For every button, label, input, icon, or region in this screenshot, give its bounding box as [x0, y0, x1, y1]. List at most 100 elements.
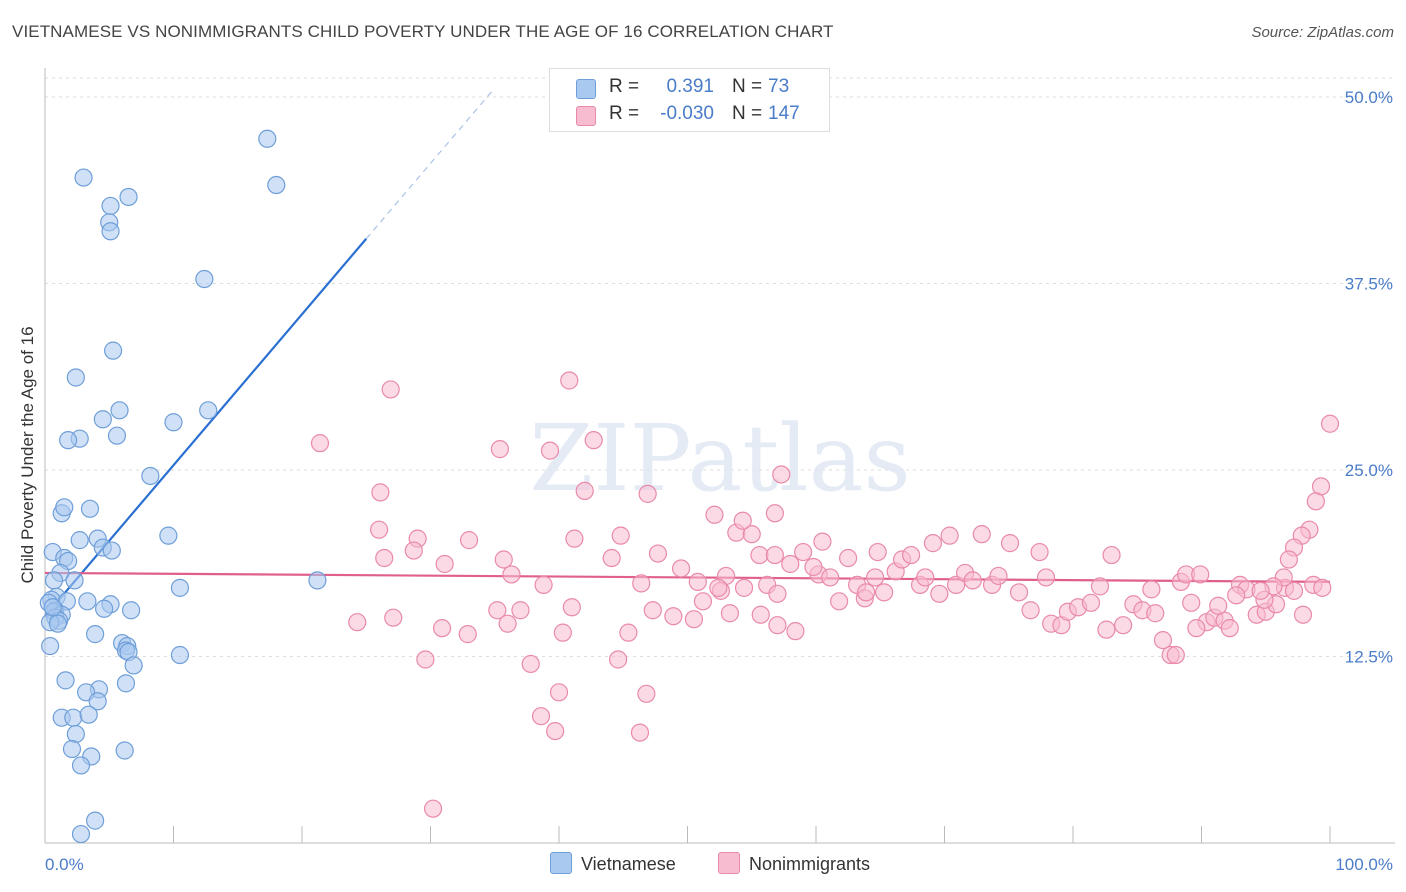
y-tick-label: 25.0% [1345, 461, 1393, 480]
data-point [602, 548, 621, 568]
legend-n-label: N = [732, 76, 763, 97]
data-point [630, 723, 650, 742]
data-point [115, 741, 134, 760]
data-point [684, 610, 704, 629]
legend-r-value: 0.391 [666, 76, 714, 97]
data-point [857, 583, 876, 602]
data-point [562, 598, 581, 617]
data-point [423, 799, 443, 818]
data-point [370, 520, 389, 539]
data-point [768, 584, 787, 603]
data-point [93, 410, 112, 429]
series-vietnamese [39, 129, 327, 844]
data-point [107, 426, 127, 445]
legend-n-label: N = [732, 103, 763, 124]
data-point [1279, 550, 1298, 569]
data-point [637, 684, 656, 703]
bottom-legend-nonimmigrants: Nonimmigrants [718, 852, 870, 875]
data-point [1097, 620, 1116, 639]
source-label: Source: ZipAtlas.com [1251, 24, 1394, 41]
data-point [720, 604, 740, 623]
data-point [258, 129, 277, 148]
data-point [195, 269, 214, 289]
data-point [1142, 580, 1161, 599]
data-point [1153, 630, 1173, 650]
data-point [830, 592, 849, 611]
data-point [765, 504, 784, 523]
points [39, 129, 1340, 844]
data-point [565, 529, 584, 548]
data-point [71, 824, 91, 844]
data-point [821, 568, 840, 587]
data-point [1036, 568, 1056, 587]
data-point [875, 583, 894, 602]
data-point [71, 756, 91, 775]
data-point [95, 599, 114, 618]
data-point [839, 548, 858, 568]
data-point [584, 431, 603, 450]
data-point [170, 578, 190, 597]
data-point [643, 601, 662, 620]
data-point [110, 401, 129, 420]
data-point [381, 380, 400, 399]
data-point [553, 623, 572, 642]
bottom-legend-vietnamese: Vietnamese [550, 852, 676, 875]
x-tick-label: 100.0% [1335, 855, 1393, 874]
data-point [693, 592, 713, 611]
data-point [733, 511, 752, 530]
data-point [432, 619, 452, 638]
data-point [435, 554, 454, 574]
data-point [709, 578, 728, 597]
data-point [1090, 577, 1110, 596]
data-point [1187, 619, 1206, 638]
data-point [1284, 581, 1304, 600]
data-point [1166, 645, 1185, 665]
data-point [348, 613, 367, 632]
data-point [638, 484, 657, 503]
data-point [124, 656, 143, 675]
data-point [611, 526, 630, 545]
data-point [1146, 604, 1165, 623]
data-point [813, 532, 832, 551]
data-point [375, 548, 394, 568]
data-point [1021, 601, 1040, 620]
data-point [1009, 583, 1029, 602]
data-point [79, 705, 98, 724]
legend-n-value: 73 [768, 76, 790, 97]
data-point [458, 625, 477, 644]
data-point [923, 534, 943, 553]
data-point [404, 541, 423, 560]
series-nonimmigrants [310, 371, 1340, 818]
data-point [750, 545, 769, 565]
data-point [267, 175, 286, 195]
data-point [80, 499, 100, 518]
data-point [74, 168, 93, 187]
data-point [989, 566, 1008, 586]
data-point [531, 707, 551, 726]
legend-swatch-vietnamese [576, 79, 596, 99]
data-point [119, 187, 138, 207]
y-tick-label: 12.5% [1345, 648, 1393, 667]
data-point [1251, 581, 1270, 600]
y-tick-label: 50.0% [1345, 88, 1393, 107]
data-point [62, 739, 82, 759]
data-point [78, 592, 97, 611]
data-point [64, 708, 83, 727]
data-point [101, 222, 120, 241]
legend-r-label: R = [609, 103, 640, 124]
data-point [102, 541, 121, 560]
data-point [310, 434, 330, 453]
data-point [101, 196, 120, 216]
data-point [1114, 616, 1133, 635]
data-point [416, 650, 435, 669]
x-tick-label: 0.0% [45, 855, 84, 874]
data-point [632, 574, 651, 593]
bottom-legend-swatch-vietnamese [550, 852, 572, 874]
data-point [170, 645, 190, 665]
data-point [866, 568, 885, 587]
data-point [1306, 492, 1325, 511]
trend-line [44, 571, 1331, 583]
data-point [308, 571, 327, 590]
data-point [164, 413, 183, 432]
data-point [781, 554, 800, 574]
